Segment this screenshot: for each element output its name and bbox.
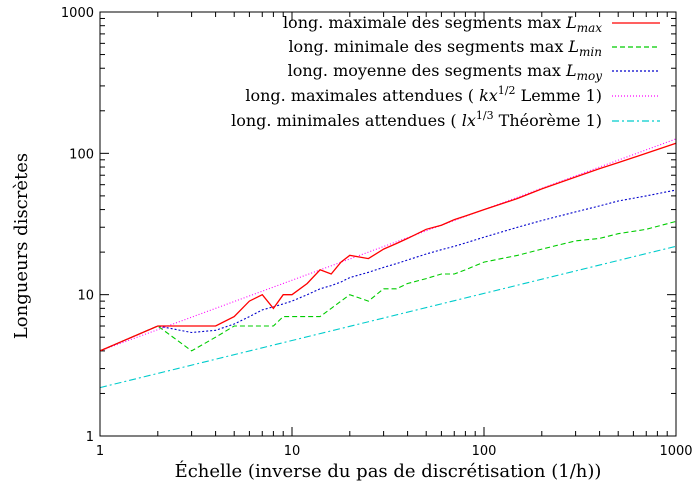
x-tick-label: 1000: [659, 444, 692, 459]
series-line-2: [99, 189, 677, 352]
legend: long. maximale des segments max Lmaxlong…: [231, 13, 660, 130]
y-tick-label: 1000: [61, 6, 94, 21]
y-tick-label: 1: [86, 430, 94, 445]
y-tick-label: 100: [69, 147, 94, 162]
ticks-layer: 1 10 100 1000 1 10 100 1000: [61, 6, 693, 459]
plot-frame: [99, 11, 677, 437]
x-tick-label: 10: [284, 444, 301, 459]
series-line-0: [99, 142, 677, 352]
x-tick-label: 100: [472, 444, 497, 459]
x-tick-label: 1: [96, 444, 104, 459]
x-axis-label: Échelle (inverse du pas de discrétisatio…: [175, 459, 602, 482]
legend-label-4: long. minimales attendues ( lx1/3 Théorè…: [231, 109, 602, 130]
series-line-3: [99, 138, 677, 352]
series-layer: [99, 138, 677, 389]
series-line-1: [99, 220, 677, 352]
y-axis-label: Longueurs discrètes: [11, 153, 32, 339]
legend-label-3: long. maximales attendues ( kx1/2 Lemme …: [245, 84, 602, 105]
legend-label-2: long. moyenne des segments max Lmoy: [288, 61, 603, 83]
y-tick-label: 10: [77, 289, 94, 304]
series-line-4: [99, 245, 677, 389]
legend-label-0: long. maximale des segments max Lmax: [283, 13, 602, 35]
legend-label-1: long. minimale des segments max Lmin: [288, 37, 602, 59]
